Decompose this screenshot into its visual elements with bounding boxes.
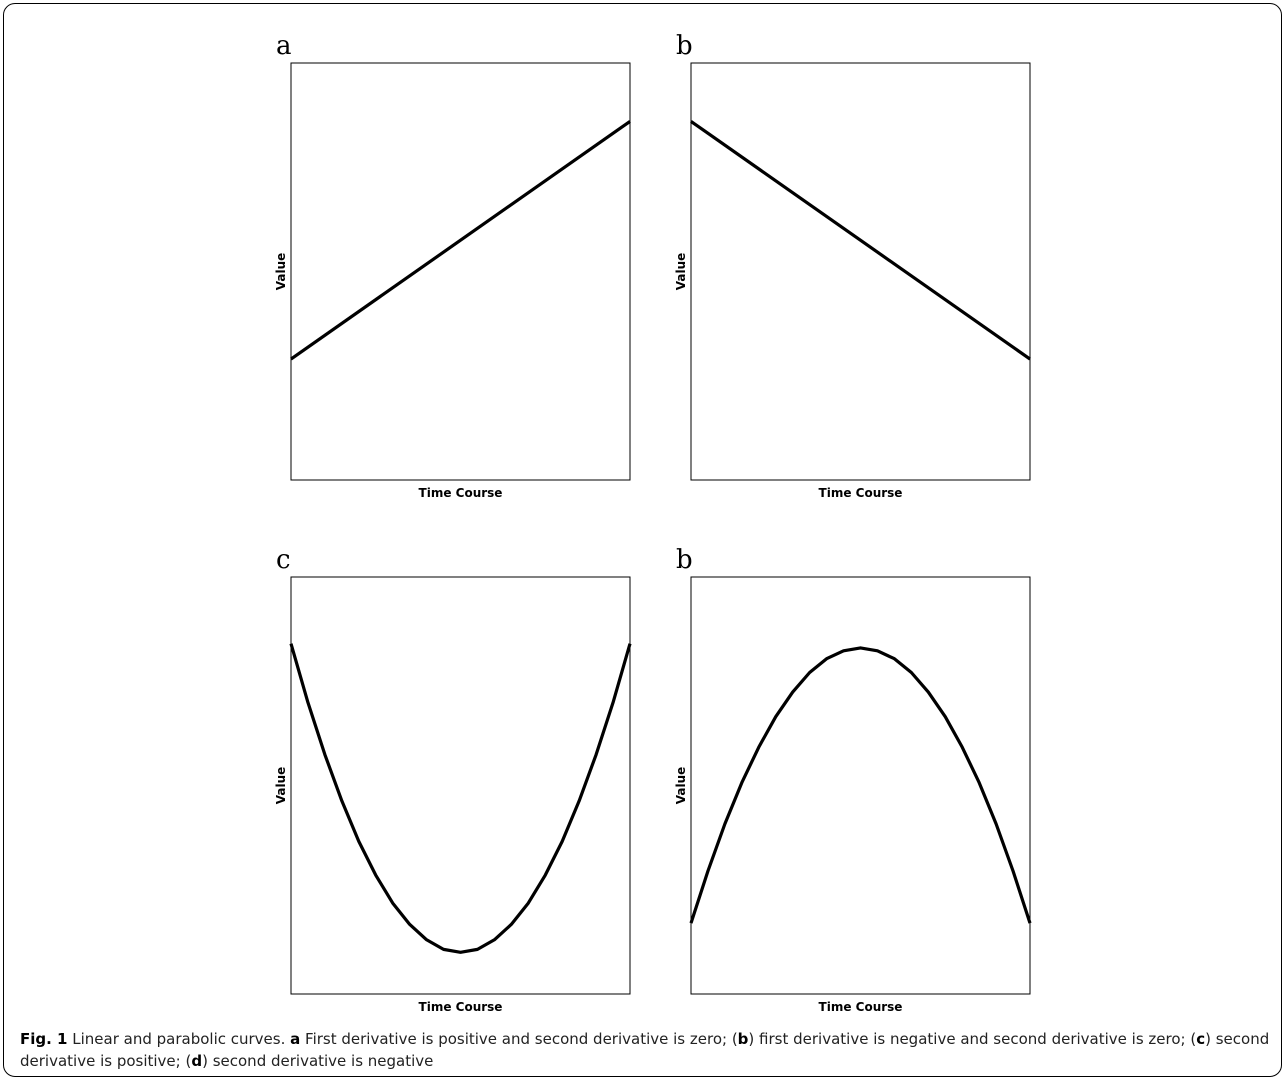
caption-text: Fig. 1 [20,1030,68,1048]
caption-text: a [290,1030,301,1048]
curve [690,120,1031,361]
caption-text: ) second derivative is positive; ( [20,1030,1275,1070]
caption-text: Linear and parabolic curves. [67,1030,291,1048]
plot-area [690,576,1031,995]
curve [289,643,632,954]
caption-text: b [737,1030,749,1048]
curve [290,120,631,361]
caption-text: c [1196,1030,1206,1048]
panel-label: a [276,31,292,61]
panel-label: b [676,31,693,61]
panel-label: b [676,545,693,575]
x-axis-label: Time Course [419,1000,503,1014]
y-axis-label: Value [674,253,688,291]
y-axis-label: Value [674,767,688,805]
plot-area [290,62,631,481]
panel-label: c [276,545,291,575]
caption-text: ) first derivative is negative and secon… [748,1030,1197,1048]
caption: Fig. 1 Linear and parabolic curves. a Fi… [20,1028,1275,1072]
caption-text: ) second derivative is negative [202,1052,434,1070]
figure: a Time Course Value b Time Course Value c Time … [274,31,1032,1014]
plot-area [290,576,631,995]
x-axis-label: Time Course [819,1000,903,1014]
y-axis-label: Value [274,767,288,805]
x-axis-label: Time Course [419,486,503,500]
curve [689,646,1032,924]
x-axis-label: Time Course [819,486,903,500]
figure-frame [3,3,1282,1077]
caption-text: d [191,1052,203,1070]
y-axis-label: Value [274,253,288,291]
caption-text: First derivative is positive and second … [300,1030,738,1048]
plot-area [690,62,1031,481]
